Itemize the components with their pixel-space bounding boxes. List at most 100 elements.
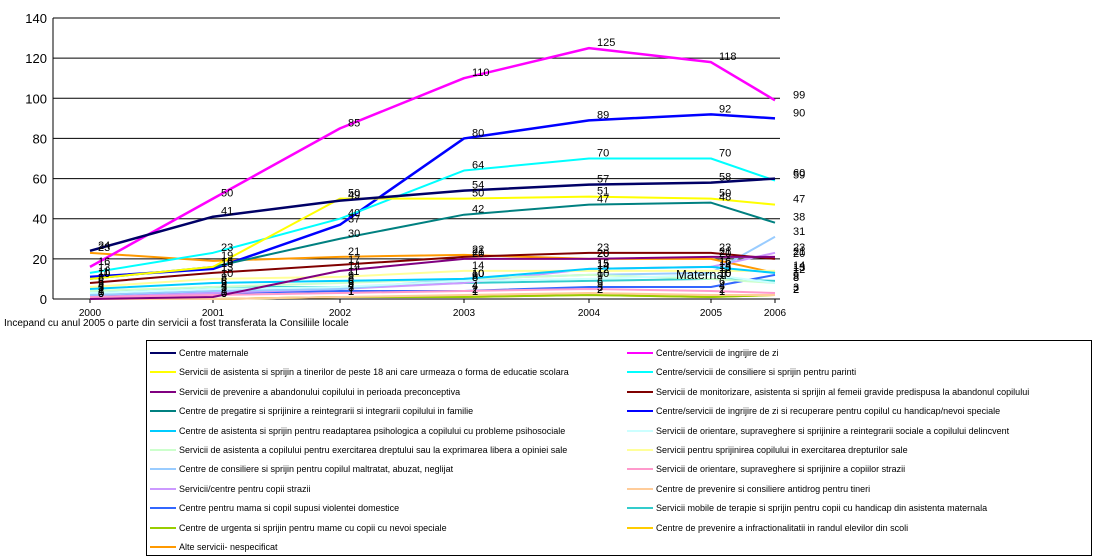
data-label: 10 xyxy=(98,268,110,280)
legend-swatch xyxy=(627,429,653,432)
legend-swatch xyxy=(150,526,176,529)
series-line xyxy=(89,273,776,294)
data-label: 110 xyxy=(472,67,490,79)
legend-label: Centre de prevenire a infractionalitatii… xyxy=(656,522,909,533)
data-label: 49 xyxy=(348,190,360,202)
data-label: 60 xyxy=(793,168,805,180)
data-label: 70 xyxy=(719,148,731,160)
legend-label: Servicii de asistenta a copilului pentru… xyxy=(179,445,568,455)
data-label: 6 xyxy=(98,276,104,288)
data-label: 21 xyxy=(348,246,360,258)
data-label: 10 xyxy=(98,268,110,280)
legend-swatch xyxy=(150,449,176,451)
data-label: 9 xyxy=(472,270,478,282)
legend-swatch xyxy=(150,507,176,510)
data-label: 118 xyxy=(719,51,737,63)
data-label: 47 xyxy=(793,194,805,206)
legend-item: Centre/servicii de consiliere si sprijin… xyxy=(627,365,856,379)
legend-item: Servicii de asistenta si sprijin a tiner… xyxy=(150,365,569,379)
y-axis-tick-labels: 0 20 40 60 80 100 120 140 xyxy=(25,11,47,307)
legend-label: Centre pentru mama si copil supusi viole… xyxy=(179,503,400,514)
data-label: 13 xyxy=(98,262,110,274)
data-label: 10 xyxy=(719,268,731,280)
legend-swatch xyxy=(627,352,653,354)
y-tick-label: 0 xyxy=(40,292,47,307)
legend-swatch xyxy=(627,410,653,413)
data-label: 4 xyxy=(472,280,478,292)
data-label: 3 xyxy=(221,282,227,294)
legend-swatch xyxy=(627,468,653,471)
data-label: 89 xyxy=(597,109,609,121)
data-label: 0 xyxy=(98,288,104,300)
data-label: 41 xyxy=(221,206,233,218)
data-label: 23 xyxy=(719,242,731,254)
data-label: 70 xyxy=(597,148,609,160)
legend: Centre maternale Centre/servicii de ingri… xyxy=(146,340,1092,556)
legend-swatch xyxy=(627,526,653,529)
series-line xyxy=(90,291,775,300)
data-label: 13 xyxy=(793,262,805,274)
data-label: 0 xyxy=(98,288,104,300)
data-label: 13 xyxy=(719,262,731,274)
data-label: 2 xyxy=(98,284,104,296)
legend-swatch xyxy=(627,449,653,451)
legend-label: Servicii de prevenire a abandonului copi… xyxy=(179,386,461,397)
data-label: 3 xyxy=(98,282,104,294)
legend-item: Servicii de prevenire a abandonului copi… xyxy=(150,385,460,399)
data-label: 42 xyxy=(472,204,484,216)
data-label: 20 xyxy=(719,248,731,260)
data-label: 99 xyxy=(793,89,805,101)
maternal-annotation: Maternal xyxy=(676,267,727,282)
legend-label: Centre maternale xyxy=(179,348,249,358)
data-label: 4 xyxy=(719,280,725,292)
legend-label: Centre de consiliere si sprijin pentru c… xyxy=(179,464,454,475)
data-label: 16 xyxy=(719,256,731,268)
legend-label: Centre de pregatire si sprijinire a rein… xyxy=(179,406,474,417)
legend-swatch xyxy=(150,546,176,548)
data-label: 9 xyxy=(793,270,799,282)
data-label: 90 xyxy=(793,107,805,119)
data-label: 4 xyxy=(221,280,227,292)
legend-label: Alte servicii- nespecificat xyxy=(179,542,278,552)
legend-item: Centre de pregatire si sprijinire a rein… xyxy=(150,404,473,418)
data-label: 10 xyxy=(719,268,731,280)
legend-label: Servicii de orientare, supraveghere si s… xyxy=(656,425,1010,436)
data-label: 1 xyxy=(719,286,725,298)
data-label: 3 xyxy=(221,282,227,294)
data-label: 2 xyxy=(793,284,799,296)
data-label: 5 xyxy=(221,278,227,290)
legend-label: Centre/servicii de ingrijire de zi si re… xyxy=(656,406,1001,417)
data-label: 2 xyxy=(793,284,799,296)
data-label: 85 xyxy=(348,117,360,129)
data-label: 0 xyxy=(98,288,104,300)
x-axis-tick-labels: 2000 2001 2002 2003 2004 2005 2006 xyxy=(79,308,787,319)
data-label: 20 xyxy=(472,248,484,260)
legend-item: Servicii de orientare, supraveghere si s… xyxy=(627,424,1009,438)
data-label: 17 xyxy=(348,254,360,266)
data-label: 1 xyxy=(348,286,354,298)
legend-swatch xyxy=(150,487,176,490)
legend-swatch xyxy=(627,507,653,510)
y-tick-label: 120 xyxy=(25,51,47,66)
data-label: 0 xyxy=(221,288,227,300)
legend-label: Servicii de monitorizare, asistenta si s… xyxy=(656,386,1030,397)
data-label: 5 xyxy=(348,278,354,290)
legend-swatch xyxy=(627,390,653,393)
data-label: 50 xyxy=(221,188,233,200)
series-line xyxy=(89,46,776,268)
data-label: 3 xyxy=(98,282,104,294)
series-line xyxy=(89,195,776,280)
x-tick-label: 2000 xyxy=(79,308,102,319)
data-label: 59 xyxy=(793,170,805,182)
legend-item: Centre de asistenta si sprijin pentru re… xyxy=(150,424,565,438)
series-line xyxy=(89,287,776,298)
data-label: 1 xyxy=(472,286,478,298)
data-label: 0 xyxy=(221,288,227,300)
legend-item: Centre pentru mama si copil supusi viole… xyxy=(150,501,399,515)
data-label: 54 xyxy=(472,180,484,192)
data-label: 1 xyxy=(348,286,354,298)
data-label: 21 xyxy=(793,246,805,258)
legend-label: Centre/servicii de ingrijire de zi xyxy=(656,348,779,358)
x-tick-label: 2005 xyxy=(700,308,723,319)
